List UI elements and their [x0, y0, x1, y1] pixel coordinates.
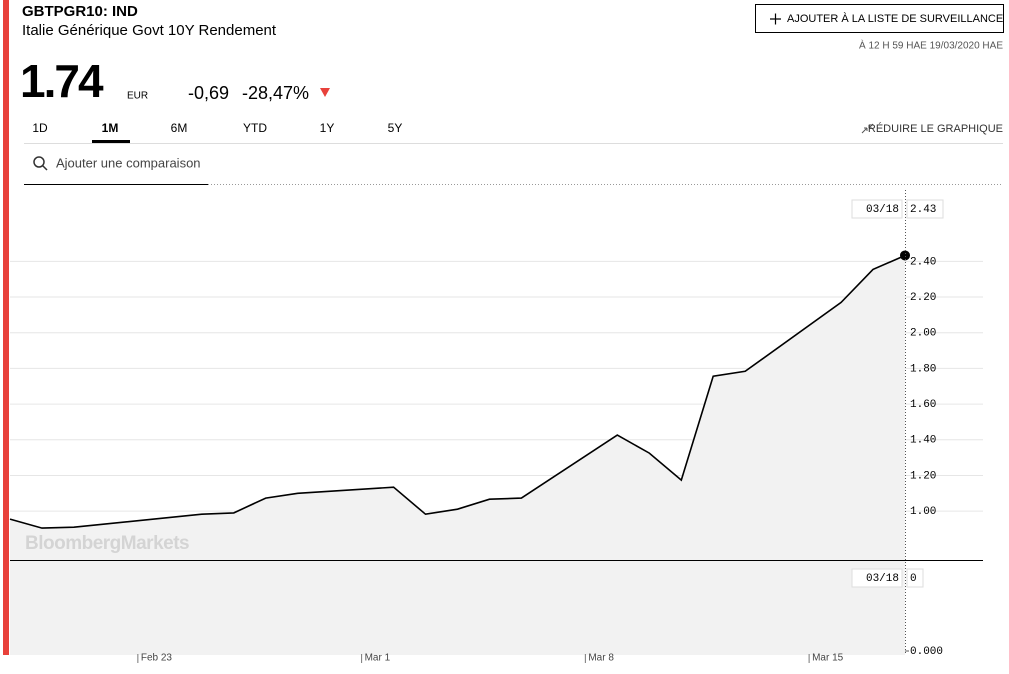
y-tick-label: 2.00: [910, 328, 936, 340]
lower-cursor-date-box: [851, 568, 903, 588]
active-tab-underline: [92, 140, 130, 143]
x-tick-label: Mar 8: [588, 653, 614, 664]
chart: 1.00 1.20 1.40 1.60 1.80 2.00 2.20 2.40 Bloomber…: [9, 190, 983, 664]
search-placeholder: Ajouter une comparaison: [56, 155, 201, 170]
watch-button[interactable]: AJOUTER À LA LISTE DE SURVEILLANCE: [755, 4, 1004, 33]
y-tick-label: 1.40: [910, 435, 936, 447]
reduce-icon: [861, 123, 874, 134]
x-tick-label: Mar 15: [812, 653, 844, 664]
y-tick-label: 2.20: [910, 292, 936, 304]
tabs: 1D 1M 6M YTD 1Y 5Y: [32, 121, 402, 135]
lower-y-tick-label: 0.000: [910, 646, 943, 658]
reduce-label: RÉDUIRE LE GRAPHIQUE: [868, 122, 1003, 135]
tab[interactable]: 1D: [32, 121, 48, 135]
x-tick-label: Mar 1: [365, 653, 391, 664]
y-tick-label: 1.60: [910, 399, 936, 411]
y-tick-label: 2.40: [910, 256, 936, 268]
last-point: [900, 250, 910, 261]
search-icon-handle: [41, 164, 48, 171]
tab[interactable]: 1Y: [320, 121, 335, 135]
currency: EUR: [127, 91, 148, 102]
lower-cursor-value-box: [906, 568, 924, 588]
area: [10, 255, 905, 560]
lower-panel: [10, 561, 905, 655]
line: [9, 254, 906, 529]
y-tick-label: 1.20: [910, 470, 936, 482]
search[interactable]: Ajouter une comparaison: [24, 155, 208, 185]
x-tick-label: Feb 23: [141, 653, 173, 664]
tab[interactable]: 6M: [171, 121, 188, 135]
down-arrow: [320, 88, 330, 97]
cursor-date: 03/18: [866, 204, 899, 216]
y-tick-label: 1.00: [910, 506, 936, 518]
accent-bar: [3, 0, 9, 655]
cursor-value-box: [906, 199, 944, 219]
price: 1.74: [20, 55, 104, 107]
search-icon: [33, 156, 45, 168]
cursor-value: 2.43: [910, 204, 936, 216]
reduce-chart[interactable]: RÉDUIRE LE GRAPHIQUE: [861, 122, 1003, 135]
button-label: AJOUTER À LA LISTE DE SURVEILLANCE: [787, 12, 1003, 25]
ticker: GBTPGR10: IND: [22, 3, 138, 20]
instrument-name: Italie Générique Govt 10Y Rendement: [22, 22, 277, 39]
plus-icon: [770, 13, 781, 25]
change: -0,69: [188, 83, 229, 103]
tab[interactable]: 5Y: [388, 121, 403, 135]
tab[interactable]: YTD: [243, 121, 267, 135]
cursor-date-box: [851, 199, 903, 219]
lower-cursor-date: 03/18: [866, 573, 899, 585]
tab[interactable]: 1M: [102, 121, 119, 135]
timestamp: À 12 H 59 HAE 19/03/2020 HAE: [859, 39, 1003, 52]
button-border: [755, 4, 1004, 33]
change-pct: -28,47%: [242, 83, 309, 103]
watermark: BloombergMarkets: [25, 533, 189, 554]
y-tick-label: 1.80: [910, 363, 936, 375]
lower-cursor-value: 0: [910, 573, 917, 585]
